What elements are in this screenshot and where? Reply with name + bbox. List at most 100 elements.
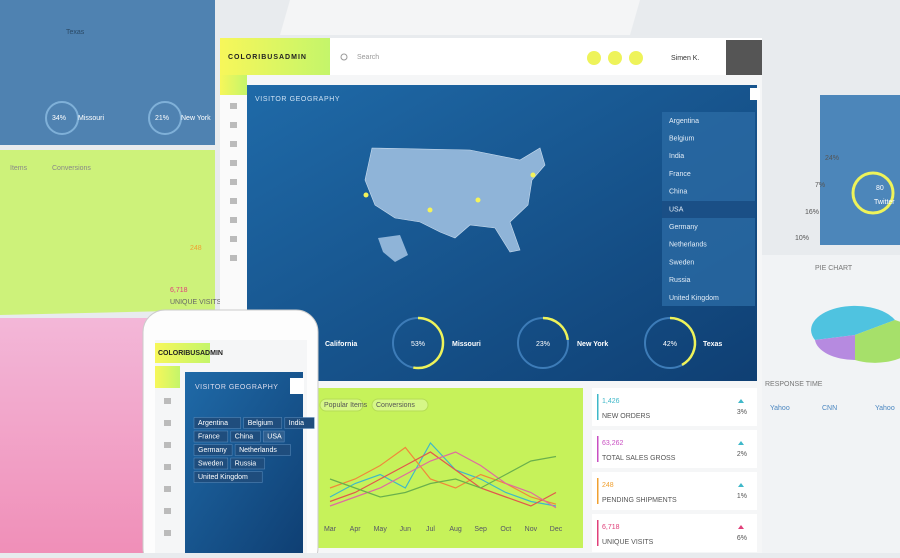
- phone-country-tag[interactable]: [230, 430, 261, 443]
- phone-country-tag[interactable]: [193, 417, 241, 429]
- stat-value: 6,718: [602, 524, 620, 531]
- sidebar-icon[interactable]: [230, 141, 237, 147]
- settings-button[interactable]: [750, 88, 760, 100]
- sidebar-icon[interactable]: [230, 198, 237, 204]
- phone-country-label: China: [235, 433, 253, 440]
- stat-accent: [597, 478, 599, 504]
- country-item[interactable]: Netherlands: [669, 242, 707, 249]
- line-series: [329, 455, 557, 498]
- phone-sidebar-icon[interactable]: [164, 464, 171, 470]
- notify-icon[interactable]: [608, 51, 622, 65]
- phone-geo-title: VISITOR GEOGRAPHY: [195, 384, 278, 391]
- sidebar-icon[interactable]: [230, 179, 237, 185]
- country-item[interactable]: Sweden: [669, 259, 694, 266]
- country-item[interactable]: France: [669, 171, 691, 178]
- bg-gauge-value: 21%: [155, 115, 169, 122]
- user-name[interactable]: Simen K.: [671, 55, 699, 62]
- country-item[interactable]: United Kingdom: [669, 295, 719, 302]
- stat-card: [592, 472, 757, 510]
- stat-arrow: [738, 483, 744, 487]
- phone-sidebar-icon[interactable]: [164, 442, 171, 448]
- bg-stat: 248: [190, 245, 202, 252]
- pie-slice: [855, 320, 900, 363]
- sidebar-icon[interactable]: [230, 103, 237, 109]
- phone-country-tag[interactable]: [193, 430, 229, 443]
- country-item[interactable]: Russia: [669, 277, 691, 284]
- chart-tab-label: Conversions: [376, 402, 415, 409]
- bg-tag-strip: [280, 0, 640, 35]
- bg-gauge-value: 34%: [52, 115, 66, 122]
- pie-slice: [811, 305, 895, 340]
- country-item[interactable]: Belgium: [669, 136, 694, 143]
- phone-country-tag[interactable]: [193, 444, 233, 456]
- stat-card: [592, 514, 757, 552]
- bg-map-panel: [0, 0, 215, 145]
- gauge-arc: [413, 316, 445, 370]
- brand: COLORIBUSADMIN: [228, 54, 307, 61]
- x-tick-label: Mar: [324, 526, 337, 533]
- stat-value: 1,426: [602, 398, 620, 405]
- sidebar-icon[interactable]: [230, 160, 237, 166]
- stat-accent: [597, 394, 599, 420]
- phone-home[interactable]: [155, 366, 180, 388]
- sidebar-icon[interactable]: [230, 217, 237, 223]
- country-item[interactable]: India: [669, 153, 684, 160]
- search-icon: [340, 53, 348, 61]
- phone-country-label: Sweden: [198, 460, 223, 467]
- map-dot: [363, 192, 369, 198]
- bg-source: Yahoo: [875, 405, 895, 412]
- stat-change: 3%: [737, 409, 747, 416]
- search-input[interactable]: Search: [357, 54, 379, 61]
- bg-source: CNN: [822, 405, 837, 412]
- stat-arrow: [738, 399, 744, 403]
- map-dot: [530, 172, 536, 178]
- sidebar-home[interactable]: [220, 75, 247, 95]
- sidebar-icon[interactable]: [230, 122, 237, 128]
- bg-gauge: [148, 101, 182, 135]
- country-item[interactable]: Germany: [669, 224, 698, 231]
- stat-card: [592, 388, 757, 426]
- bg-tab: Conversions: [52, 165, 91, 172]
- phone-country-tag[interactable]: [284, 417, 315, 429]
- stat-change: 6%: [737, 535, 747, 542]
- country-item[interactable]: China: [669, 189, 687, 196]
- phone-country-tag[interactable]: [243, 417, 283, 429]
- stat-value: 248: [602, 482, 614, 489]
- twitter-gauge: [851, 171, 895, 215]
- map-dot: [475, 197, 481, 203]
- phone-sidebar-icon[interactable]: [164, 420, 171, 426]
- bg-tab: Items: [10, 165, 28, 172]
- phone-sidebar-icon[interactable]: [164, 508, 171, 514]
- bg-percent: 24%: [825, 155, 839, 162]
- phone-sidebar-icon[interactable]: [164, 530, 171, 536]
- phone-country-label: Germany: [198, 447, 227, 454]
- phone-country-label: USA: [267, 433, 282, 440]
- phone-country-label: Russia: [235, 460, 257, 467]
- notify-icon[interactable]: [587, 51, 601, 65]
- chart-tab[interactable]: [319, 398, 364, 412]
- us-map: [364, 147, 546, 253]
- x-tick-label: Nov: [525, 526, 538, 533]
- phone-sidebar-icon[interactable]: [164, 486, 171, 492]
- phone-country-label: Netherlands: [239, 447, 277, 454]
- state-label: Texas: [703, 341, 722, 348]
- avatar[interactable]: [726, 40, 762, 75]
- phone-country-tag[interactable]: [193, 457, 229, 470]
- chart-tab[interactable]: [371, 398, 429, 412]
- phone-country-label: Belgium: [248, 420, 273, 427]
- phone-settings[interactable]: [290, 378, 304, 394]
- phone-country-label: France: [198, 433, 220, 440]
- phone-country-tag[interactable]: [193, 471, 263, 483]
- phone-country-tag[interactable]: [263, 430, 285, 443]
- country-item[interactable]: USA: [669, 206, 684, 213]
- phone-country-label: United Kingdom: [198, 474, 248, 481]
- notify-icon[interactable]: [629, 51, 643, 65]
- sidebar-icon[interactable]: [230, 255, 237, 261]
- state-label: Missouri: [452, 341, 481, 348]
- phone-country-tag[interactable]: [230, 457, 265, 470]
- sidebar-icon[interactable]: [230, 236, 237, 242]
- phone-country-tag[interactable]: [234, 444, 291, 456]
- country-item[interactable]: Argentina: [669, 118, 699, 125]
- phone-sidebar-icon[interactable]: [164, 398, 171, 404]
- bg-pie-title: PIE CHART: [815, 265, 853, 272]
